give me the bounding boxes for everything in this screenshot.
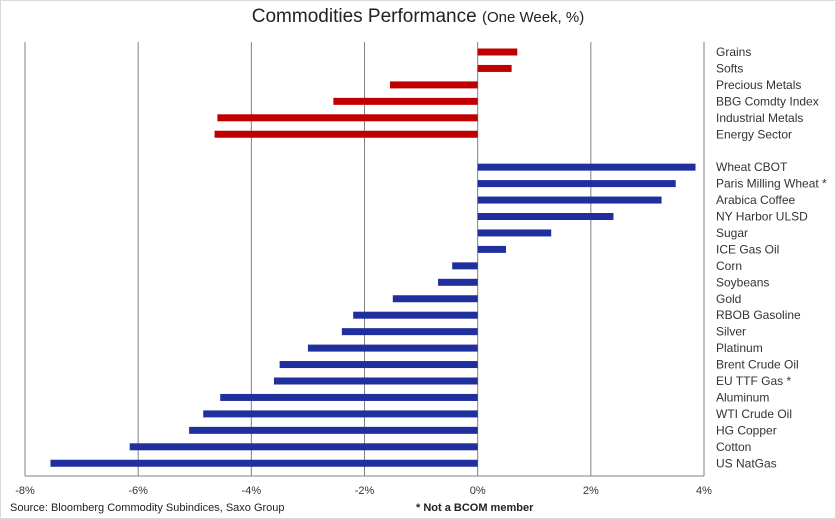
bar-ice-gas-oil [477,245,506,253]
x-tick-label: 0% [470,485,486,497]
category-label: ICE Gas Oil [716,242,779,256]
category-label: NY Harbor ULSD [716,210,808,224]
x-tick-label: 2% [583,485,599,497]
bar-softs [477,64,512,72]
category-label: BBG Comdty Index [716,94,819,108]
x-tick-label: -6% [128,485,148,497]
category-label: Industrial Metals [716,111,803,125]
source-note: Source: Bloomberg Commodity Subindices, … [10,502,285,514]
category-label: Soybeans [716,275,769,289]
x-axis-ticks: -8% -6% -4% -2% 0% 2% 4% [15,485,712,497]
bar-arabica-coffee [477,196,662,204]
category-label: Energy Sector [716,127,792,141]
bar-silver [341,328,478,336]
category-label: Arabica Coffee [716,193,795,207]
category-label: Cotton [716,440,751,454]
chart-title-sub: (One Week, %) [481,9,585,26]
bar-gold [392,295,478,303]
category-label: Gold [716,292,741,306]
category-label: Softs [716,61,743,75]
chart-title-main: Commodities Performance [251,6,477,27]
bar-brent-crude-oil [279,361,478,369]
category-label: Grains [716,45,751,59]
bar-corn [452,262,478,270]
membership-note: * Not a BCOM member [416,502,534,514]
category-label: HG Copper [716,423,777,437]
category-label: Silver [716,325,746,339]
gridlines [24,42,705,477]
bars [50,48,696,467]
bar-ny-harbor-ulsd [477,213,614,220]
bar-wti-crude-oil [203,410,478,418]
x-tick-label: -8% [15,485,35,497]
category-label: RBOB Gasoline [716,308,801,322]
bar-bbg-comdty-index [333,97,478,105]
bar-wheat-cbot [477,163,696,171]
category-label: Platinum [716,341,763,355]
bar-hg-copper [189,426,478,434]
bar-platinum [307,344,478,352]
bar-paris-milling-wheat [477,180,676,188]
category-label: Paris Milling Wheat * [716,177,827,191]
x-tick-label: 4% [696,485,712,497]
bar-aluminum [220,393,478,401]
category-label: Corn [716,259,742,273]
bar-us-natgas [50,459,478,467]
bar-soybeans [438,278,478,286]
bar-eu-ttf-gas [273,377,478,385]
bar-sugar [477,229,552,237]
x-tick-label: -4% [242,485,262,497]
category-label: Precious Metals [716,78,801,92]
bar-industrial-metals [217,114,478,122]
x-tick-label: -2% [355,485,375,497]
category-labels: Grains Softs Precious Metals BBG Comdty Ind… [716,45,827,470]
bar-energy-sector [214,130,478,138]
chart-title: Commodities Performance (One Week, %) [0,6,836,28]
category-label: EU TTF Gas * [716,374,791,388]
category-label: US NatGas [716,456,777,470]
bar-grains [477,48,518,56]
category-label: Aluminum [716,390,769,404]
category-label: WTI Crude Oil [716,407,792,421]
category-label: Sugar [716,226,748,240]
category-label: Brent Crude Oil [716,358,799,372]
bar-cotton [129,443,478,451]
category-label: Wheat CBOT [716,160,788,174]
bar-precious-metals [389,81,478,89]
bar-rbob-gasoline [353,311,478,319]
